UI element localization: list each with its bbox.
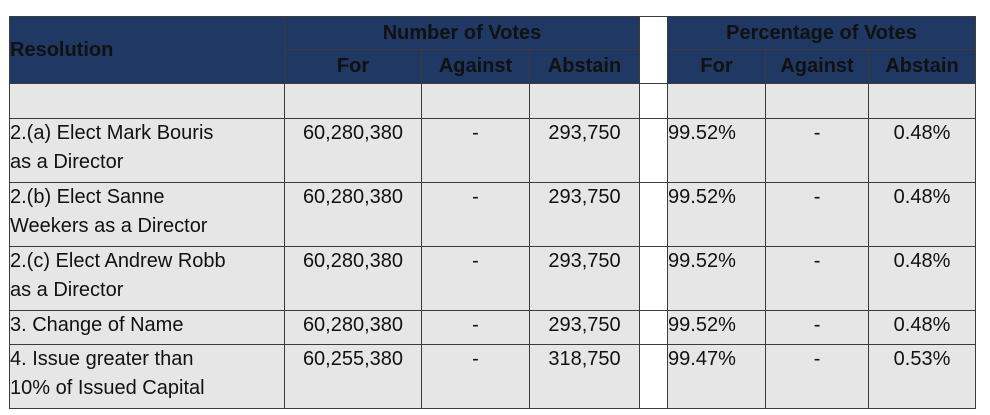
pct-for: 99.47% [667, 344, 767, 409]
pct-against: - [765, 182, 870, 247]
resolution-cell: 3. Change of Name [9, 310, 285, 345]
empty-cell [868, 83, 977, 119]
header-row-groups: Resolution Number of Votes Percentage of… [9, 16, 977, 84]
resolution-line1: 4. Issue greater than [10, 348, 194, 370]
pct-against: - [765, 344, 870, 409]
empty-cell [284, 83, 422, 119]
empty-cell [765, 83, 870, 119]
table-row: 2.(c) Elect Andrew Robb as a Director 60,… [9, 246, 977, 311]
header-num-for: For [284, 49, 422, 84]
header-pct-for: For [667, 49, 767, 84]
votes-against: - [421, 118, 530, 183]
header-percentage-of-votes: Percentage of Votes [667, 16, 977, 50]
header-spacer [639, 16, 669, 84]
resolution-line1: 2.(a) Elect Mark Bouris [10, 122, 214, 144]
table-row: 4. Issue greater than 10% of Issued Capit… [9, 344, 977, 409]
pct-for: 99.52% [667, 118, 767, 183]
pct-against: - [765, 310, 870, 345]
votes-for: 60,280,380 [284, 310, 422, 345]
votes-for: 60,255,380 [284, 344, 422, 409]
header-resolution: Resolution [9, 16, 285, 84]
resolution-cell: 2.(c) Elect Andrew Robb as a Director [9, 246, 285, 311]
header-num-against: Against [421, 49, 530, 84]
pct-abstain: 0.48% [868, 182, 977, 247]
resolution-cell: 2.(a) Elect Mark Bouris as a Director [9, 118, 285, 183]
spacer-cell [639, 83, 669, 119]
pct-abstain: 0.48% [868, 118, 977, 183]
pct-abstain: 0.53% [868, 344, 977, 409]
votes-abstain: 293,750 [528, 182, 641, 247]
pct-abstain: 0.48% [868, 246, 977, 311]
votes-abstain: 293,750 [528, 310, 641, 345]
header-pct-abstain: Abstain [868, 49, 977, 84]
header-pct-against: Against [765, 49, 870, 84]
votes-abstain: 293,750 [528, 118, 641, 183]
header-number-of-votes: Number of Votes [283, 16, 641, 50]
votes-against: - [421, 182, 530, 247]
votes-against: - [421, 344, 530, 409]
empty-cell [9, 83, 285, 119]
votes-against: - [421, 310, 530, 345]
resolution-line2: 10% of Issued Capital [10, 377, 205, 399]
vote-results-table: Resolution Number of Votes Percentage of… [9, 16, 977, 409]
spacer-cell [639, 344, 669, 409]
pct-against: - [765, 246, 870, 311]
empty-cell [528, 83, 641, 119]
votes-abstain: 318,750 [528, 344, 641, 409]
resolution-line1: 3. Change of Name [10, 314, 184, 336]
votes-abstain: 293,750 [528, 246, 641, 311]
pct-for: 99.52% [667, 310, 767, 345]
table-row: 2.(b) Elect Sanne Weekers as a Director 6… [9, 182, 977, 247]
pct-for: 99.52% [667, 182, 767, 247]
votes-against: - [421, 246, 530, 311]
header-num-abstain: Abstain [528, 49, 641, 84]
resolution-line1: 2.(c) Elect Andrew Robb [10, 250, 226, 272]
table-row: 2.(a) Elect Mark Bouris as a Director 60,… [9, 118, 977, 183]
votes-for: 60,280,380 [284, 246, 422, 311]
resolution-line2: as a Director [10, 151, 124, 173]
pct-against: - [765, 118, 870, 183]
spacer-cell [639, 182, 669, 247]
spacer-cell [639, 118, 669, 183]
empty-row [9, 83, 977, 119]
spacer-cell [639, 310, 669, 345]
resolution-line2: as a Director [10, 279, 124, 301]
votes-for: 60,280,380 [284, 182, 422, 247]
resolution-line1: 2.(b) Elect Sanne [10, 186, 165, 208]
empty-cell [421, 83, 530, 119]
votes-for: 60,280,380 [284, 118, 422, 183]
header-row-columns: For Against Abstain For Against Abstain [10, 49, 977, 84]
resolution-cell: 2.(b) Elect Sanne Weekers as a Director [9, 182, 285, 247]
table-row: 3. Change of Name 60,280,380 - 293,750 9… [9, 310, 977, 345]
resolution-cell: 4. Issue greater than 10% of Issued Capit… [9, 344, 285, 409]
pct-abstain: 0.48% [868, 310, 977, 345]
pct-for: 99.52% [667, 246, 767, 311]
resolution-line2: Weekers as a Director [10, 215, 208, 237]
empty-cell [667, 83, 767, 119]
spacer-cell [639, 246, 669, 311]
